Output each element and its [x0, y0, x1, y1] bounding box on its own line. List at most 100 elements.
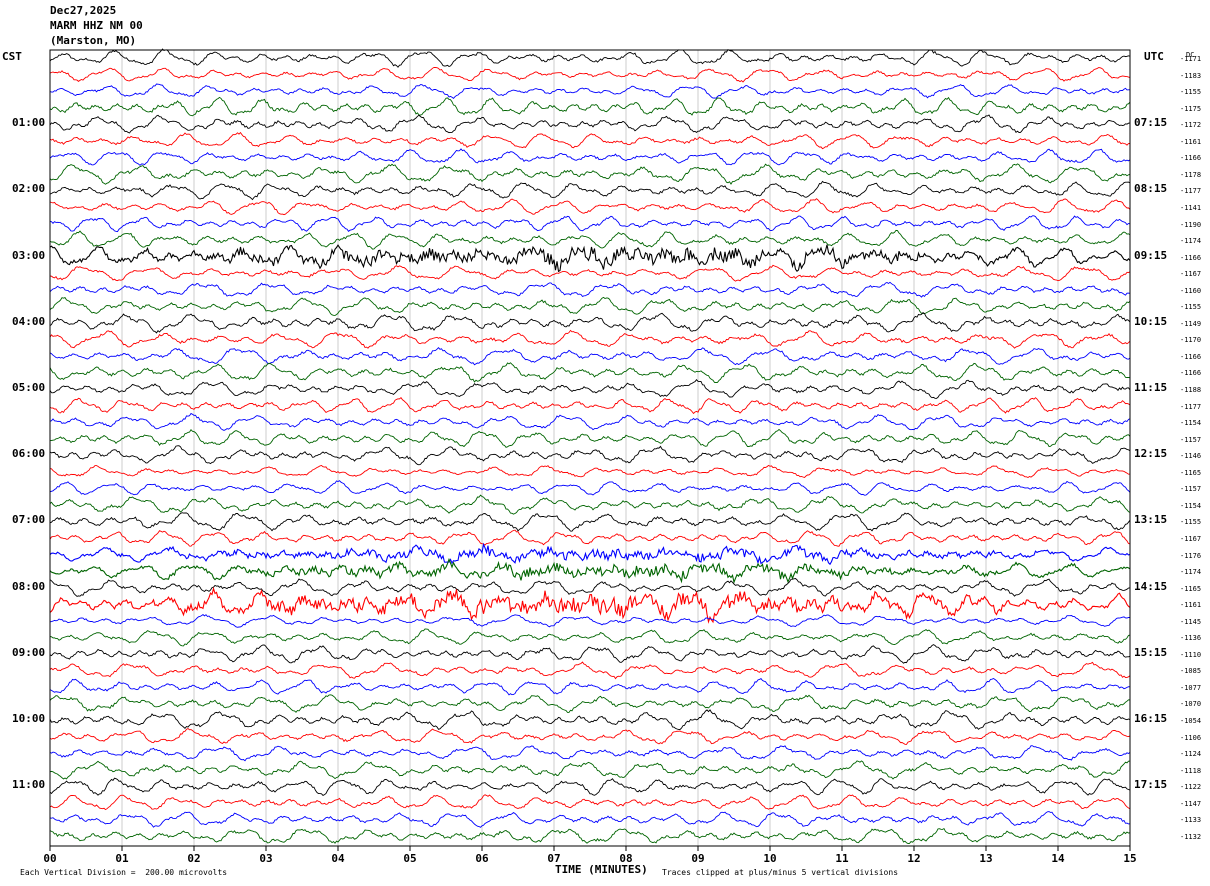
trace-line-8 [49, 180, 1131, 201]
right-time-label: 17:15 [1134, 778, 1168, 792]
clip-note: Traces clipped at plus/minus 5 vertical … [662, 868, 899, 877]
trace-line-1 [49, 66, 1131, 83]
dc-offset-label: -1165 [1180, 584, 1202, 593]
x-tick-label: 01 [115, 852, 129, 865]
trace-line-33 [49, 586, 1131, 624]
trace-line-44 [49, 777, 1131, 796]
left-time-label: 10:00 [12, 712, 46, 725]
trace-line-41 [49, 727, 1131, 745]
trace-line-11 [49, 229, 1131, 250]
dc-offset-label: -1122 [1180, 783, 1202, 792]
dc-offset-label: -1132 [1180, 832, 1202, 841]
trace-line-15 [49, 296, 1131, 316]
x-tick-label: 03 [259, 852, 272, 865]
trace-line-2 [49, 83, 1130, 100]
dc-offset-label: -1166 [1180, 253, 1202, 262]
dc-offset-label: -1133 [1180, 816, 1202, 825]
trace-line-18 [49, 347, 1131, 366]
trace-line-9 [49, 198, 1131, 216]
trace-line-30 [49, 542, 1131, 566]
left-time-label: 02:00 [12, 182, 46, 196]
right-time-label: 15:15 [1134, 645, 1168, 659]
dc-offset-label: -1177 [1180, 187, 1202, 196]
trace-line-31 [49, 557, 1131, 584]
trace-line-14 [49, 281, 1131, 298]
dc-offset-label: -1146 [1180, 452, 1202, 461]
dc-offset-label: -1174 [1180, 568, 1202, 577]
trace-line-28 [49, 512, 1131, 532]
right-axis-label: UTC [1144, 50, 1164, 63]
dc-offset-label: -1183 [1180, 71, 1202, 80]
dc-offset-label: -1165 [1180, 468, 1202, 477]
dc-offset-label: -1106 [1180, 733, 1202, 742]
dc-offset-label: -1177 [1180, 402, 1202, 411]
dc-offset-label: -1147 [1180, 799, 1202, 808]
x-tick-label: 14 [1051, 852, 1065, 865]
trace-line-12 [49, 244, 1131, 273]
dc-offset-label: -1167 [1180, 270, 1202, 279]
trace-line-6 [49, 148, 1131, 166]
left-time-label: 05:00 [12, 381, 46, 394]
trace-line-10 [49, 215, 1131, 233]
dc-offset-label: -1172 [1180, 121, 1202, 130]
dc-offset-label: -1110 [1180, 650, 1202, 659]
left-time-label: 06:00 [12, 447, 46, 461]
x-tick-label: 11 [835, 852, 849, 865]
trace-line-45 [49, 794, 1131, 811]
right-time-label: 12:15 [1134, 447, 1168, 461]
dc-label: DC [1186, 51, 1195, 59]
left-time-label: 03:00 [12, 248, 46, 262]
dc-offset-label: -1054 [1180, 717, 1202, 725]
trace-line-3 [49, 96, 1131, 117]
x-tick-label: 13 [979, 852, 992, 865]
dc-offset-label: -1171 [1180, 55, 1202, 63]
trace-line-47 [49, 827, 1131, 844]
x-tick-label: 04 [331, 852, 345, 865]
trace-line-5 [49, 131, 1131, 150]
right-time-label: 11:15 [1134, 381, 1168, 394]
x-tick-label: 10 [763, 852, 776, 865]
header-location: (Marston, MO) [50, 34, 137, 47]
dc-offset-label: -1154 [1180, 501, 1202, 510]
dc-offset-label: -1175 [1180, 104, 1202, 113]
x-tick-label: 06 [475, 852, 489, 865]
trace-line-43 [49, 760, 1131, 780]
dc-offset-label: -1161 [1180, 601, 1202, 610]
trace-line-39 [49, 694, 1131, 713]
minute-gridlines [121, 50, 1059, 846]
trace-line-25 [49, 464, 1131, 479]
dc-offset-label: -1178 [1180, 170, 1202, 179]
dc-offset-label: -1176 [1180, 551, 1202, 560]
dc-offset-label: -1157 [1180, 485, 1202, 494]
x-tick-label: 05 [403, 852, 416, 865]
trace-line-23 [49, 428, 1131, 448]
dc-offset-label: -1166 [1180, 369, 1202, 378]
trace-line-40 [49, 709, 1131, 730]
trace-line-0 [49, 48, 1131, 68]
x-axis-ticks: 00 01 02 03 04 05 06 07 08 09 10 11 12 13 14 15 [43, 846, 1137, 865]
dc-offset-label: -1166 [1180, 352, 1202, 361]
left-axis-label: CST [2, 50, 22, 63]
plot-frame [49, 49, 1131, 847]
trace-line-16 [49, 312, 1131, 334]
trace-line-26 [49, 480, 1131, 496]
trace-line-35 [49, 628, 1131, 647]
dc-offset-label: -1077 [1180, 683, 1202, 692]
trace-line-7 [49, 163, 1131, 185]
dc-offset-label: -1085 [1180, 667, 1202, 676]
x-tick-label: 07 [547, 852, 560, 865]
trace-line-22 [49, 412, 1131, 431]
right-time-label: 07:15 [1134, 116, 1168, 130]
dc-offset-label: -1160 [1180, 286, 1202, 295]
trace-line-32 [49, 578, 1131, 597]
dc-offset-label: -1188 [1180, 386, 1202, 394]
right-time-label: 13:15 [1134, 513, 1168, 527]
dc-offset-label: -1161 [1180, 137, 1202, 146]
trace-line-34 [49, 614, 1131, 628]
dc-offset-label: -1136 [1180, 634, 1202, 643]
left-time-label: 11:00 [12, 778, 46, 792]
x-axis-label: TIME (MINUTES) [555, 863, 648, 876]
dc-offset-label: -1190 [1180, 220, 1202, 229]
trace-line-20 [49, 379, 1131, 399]
dc-offset-label: -1145 [1180, 617, 1202, 626]
